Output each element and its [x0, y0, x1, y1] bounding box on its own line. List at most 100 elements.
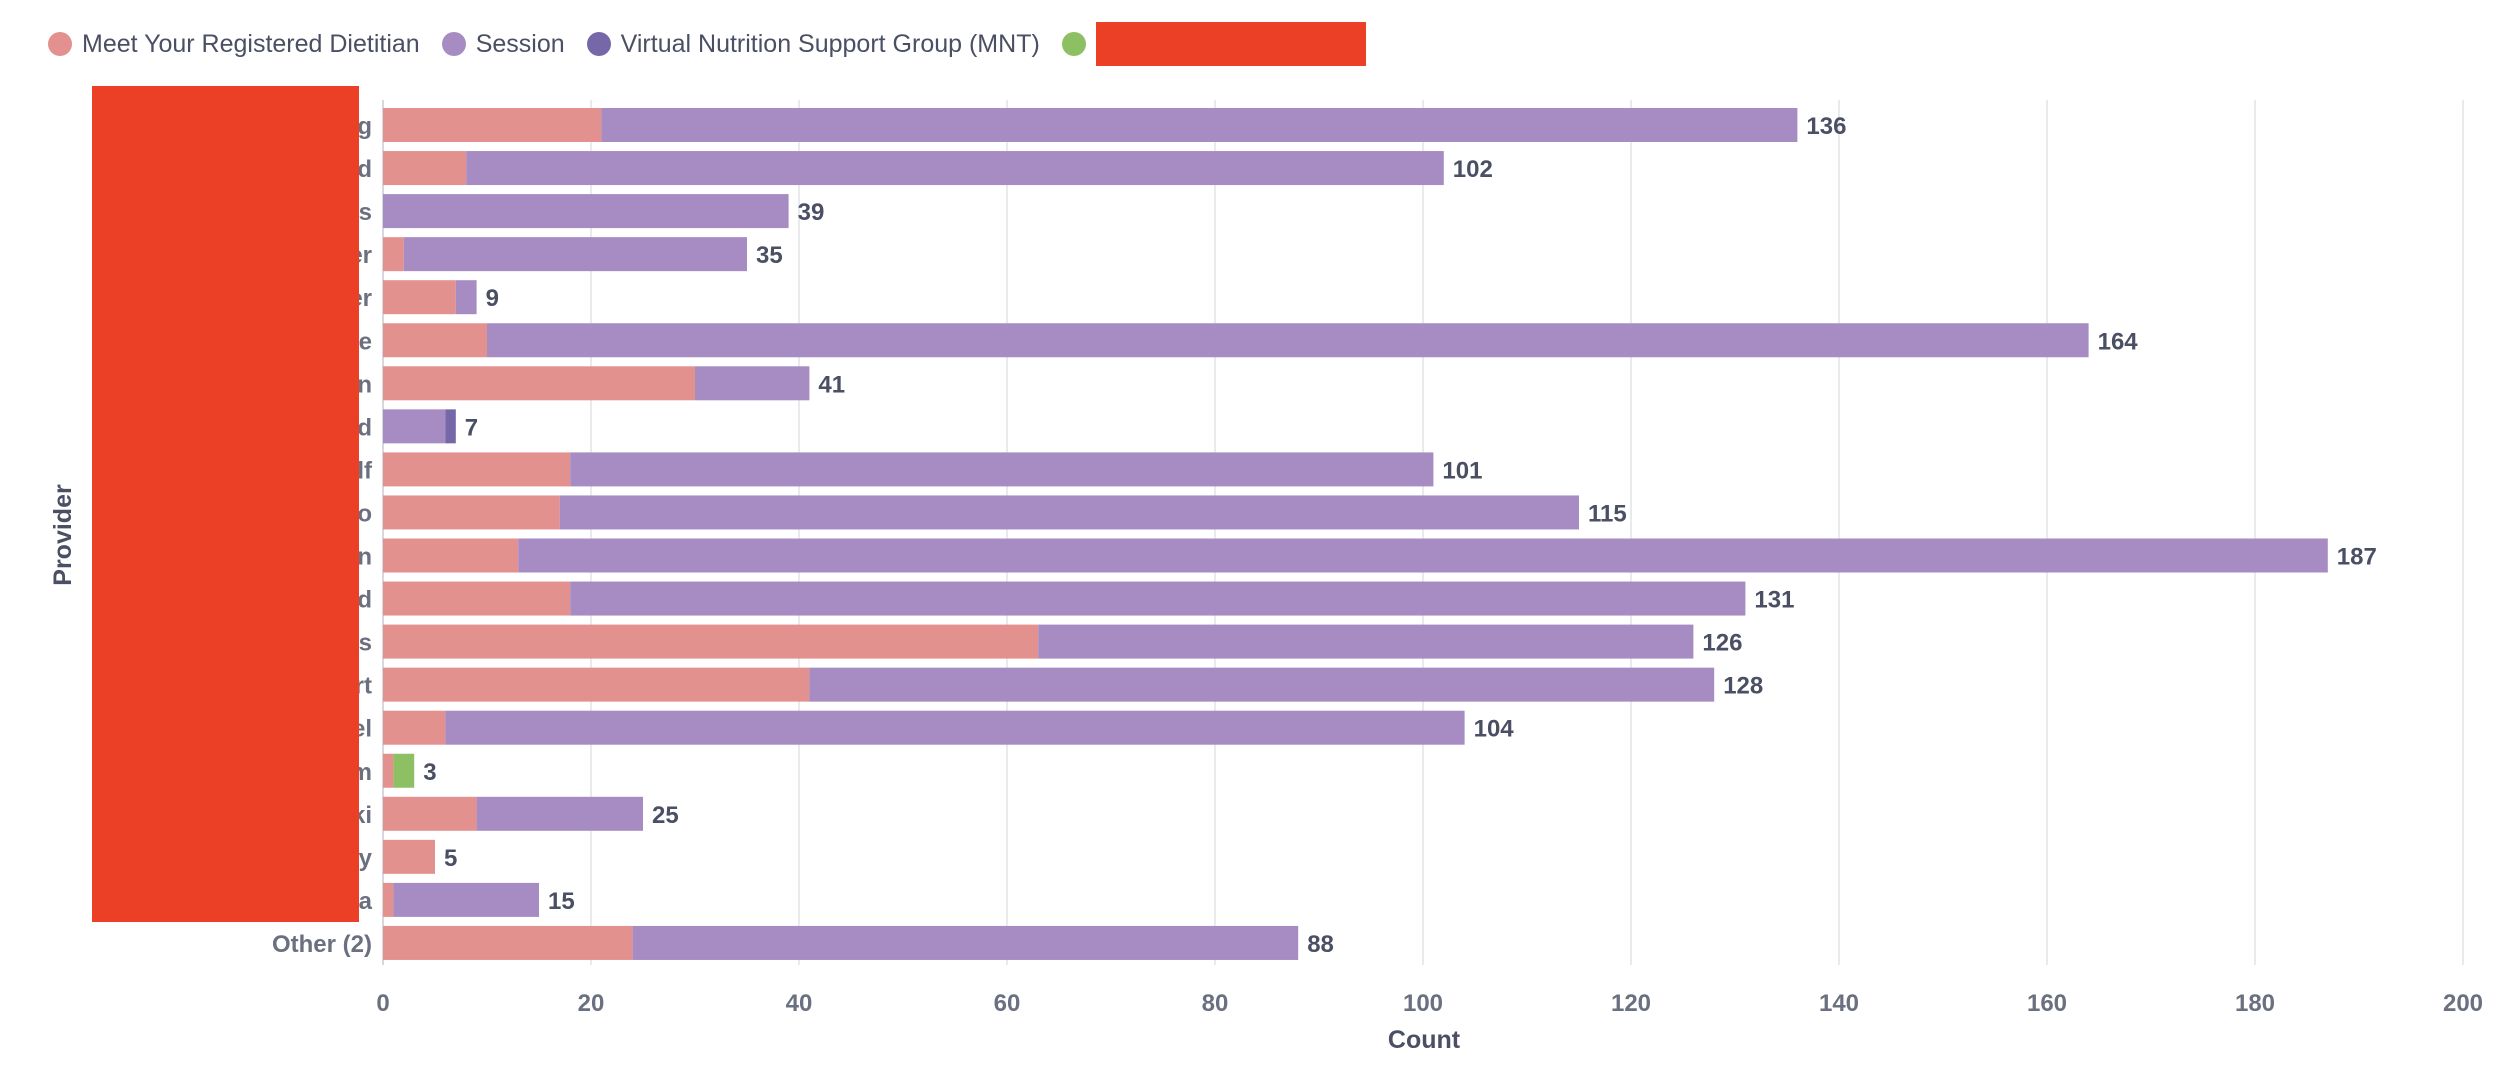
legend-label: Virtual Nutrition Support Group (MNT) — [620, 29, 1040, 58]
x-tick-label: 100 — [1403, 990, 1443, 1017]
bar-segment — [383, 882, 394, 917]
gridlines — [382, 100, 2464, 965]
legend-swatch — [48, 32, 72, 56]
bar-segment — [383, 452, 571, 487]
legend-swatch — [586, 32, 611, 56]
bar-segment — [383, 925, 633, 960]
bar-segment — [445, 409, 456, 444]
bar-total-label: 39 — [798, 199, 825, 226]
bar-segment — [570, 581, 1746, 616]
value-labels: 136 102 39 35 9 164 41 7 101 115 187 131 126 128 104 3 2… — [423, 113, 2377, 958]
legend-swatch — [441, 32, 466, 56]
bar-segment — [559, 495, 1579, 530]
x-tick-label: 0 — [376, 990, 389, 1017]
bar-segment — [518, 538, 2328, 573]
bar-segment — [383, 151, 467, 186]
bar-segment — [403, 237, 747, 272]
bar-segment — [445, 710, 1465, 745]
bar-segment — [383, 796, 477, 831]
bar-segment — [383, 323, 487, 358]
bar-segment — [487, 323, 2089, 358]
bar-total-label: 164 — [2098, 328, 2139, 355]
bar-total-label: 3 — [423, 759, 436, 786]
bar-total-label: 102 — [1453, 156, 1493, 183]
x-tick-labels: 0 20 40 60 80 100 120 140 160 180 200 — [376, 990, 2483, 1017]
bar-total-label: 128 — [1723, 673, 1763, 700]
x-axis-title: Count — [1388, 1026, 1461, 1054]
bar-total-label: 136 — [1806, 113, 1846, 140]
bar-segment — [383, 194, 789, 229]
legend-item[interactable]: Session — [441, 29, 565, 59]
bar-segment — [476, 796, 643, 831]
bar-segment — [383, 710, 446, 745]
bar-total-label: 15 — [548, 888, 575, 915]
legend-swatch — [1061, 32, 1086, 56]
bar-segment — [383, 624, 1039, 659]
bar-segment — [383, 667, 810, 702]
legend-item[interactable]: Meet Your Registered Dietitian — [48, 30, 420, 59]
bar-segment — [383, 753, 394, 788]
x-tick-label: 40 — [786, 990, 813, 1017]
category-label: g — [357, 113, 372, 140]
x-tick-label: 20 — [578, 990, 605, 1017]
bar-segment — [383, 538, 519, 573]
x-tick-label: 60 — [994, 990, 1021, 1017]
bar-total-label: 131 — [1754, 587, 1794, 614]
x-tick-label: 200 — [2443, 990, 2483, 1017]
category-label: lf — [357, 457, 373, 484]
bar-total-label: 126 — [1702, 630, 1742, 657]
x-tick-label: 160 — [2027, 990, 2067, 1017]
x-tick-label: 80 — [1202, 990, 1229, 1017]
bar-total-label: 25 — [652, 802, 679, 829]
bars — [383, 108, 2328, 960]
bar-segment — [632, 925, 1299, 960]
bar-segment — [1038, 624, 1694, 659]
category-label: d — [357, 587, 372, 614]
bar-segment — [383, 108, 602, 142]
bar-segment — [383, 839, 435, 874]
bar-segment — [383, 495, 560, 530]
category-label: d — [357, 414, 372, 441]
bar-total-label: 187 — [2337, 544, 2377, 571]
chart-legend: Meet Your Registered Dietitian Session Vir… — [48, 20, 1388, 68]
legend-item[interactable] — [1061, 22, 1366, 66]
x-tick-label: 120 — [1611, 990, 1651, 1017]
bar-segment — [383, 280, 456, 315]
bar-segment — [383, 366, 695, 401]
bar-segment — [455, 280, 477, 315]
category-label: e — [359, 328, 372, 355]
y-axis-title: Provider — [49, 484, 77, 586]
bar-total-label: 9 — [486, 285, 499, 312]
bar-segment — [695, 366, 810, 401]
bar-total-label: 41 — [818, 371, 845, 398]
bar-total-label: 7 — [465, 414, 478, 441]
bar-segment — [383, 409, 446, 444]
bar-segment — [809, 667, 1715, 702]
category-label: n — [357, 371, 372, 398]
bar-total-label: 35 — [756, 242, 783, 269]
category-label: s — [359, 630, 372, 657]
bar-total-label: 115 — [1588, 500, 1627, 527]
category-label: a — [359, 888, 373, 915]
bar-total-label: 5 — [444, 845, 457, 872]
legend-label: Session — [475, 29, 565, 58]
redaction-overlay — [92, 86, 359, 922]
bar-segment — [466, 151, 1444, 186]
x-tick-label: 140 — [1819, 990, 1859, 1017]
bar-segment — [383, 581, 571, 616]
bar-segment — [383, 237, 404, 272]
category-label: o — [357, 500, 372, 527]
bar-total-label: 88 — [1307, 931, 1334, 958]
bar-total-label: 101 — [1442, 457, 1482, 484]
category-label: y — [359, 845, 373, 872]
category-label: s — [359, 199, 372, 226]
bar-segment — [601, 108, 1798, 142]
bar-segment — [393, 882, 539, 917]
legend-label: Meet Your Registered Dietitian — [82, 29, 420, 58]
category-label: d — [357, 156, 372, 183]
legend-item[interactable]: Virtual Nutrition Support Group (MNT) — [586, 29, 1040, 59]
category-label: n — [357, 544, 372, 571]
bar-total-label: 104 — [1474, 716, 1515, 743]
